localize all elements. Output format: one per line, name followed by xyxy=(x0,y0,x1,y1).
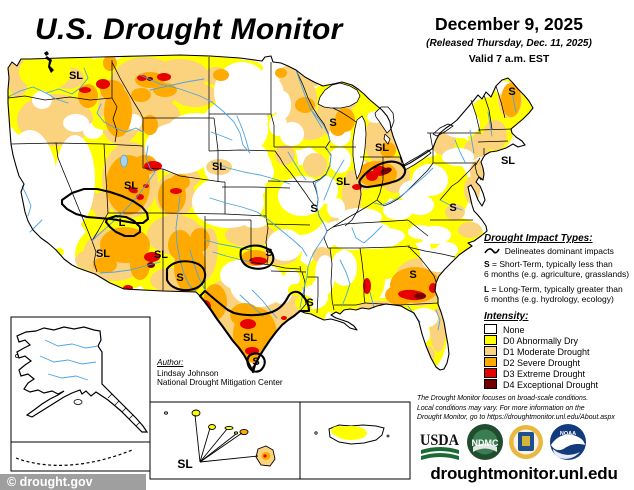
svg-text:SL: SL xyxy=(96,248,110,260)
svg-text:USDA: USDA xyxy=(420,432,459,449)
svg-text:S: S xyxy=(329,117,336,129)
svg-text:NOAA: NOAA xyxy=(560,431,576,437)
svg-text:S: S xyxy=(176,272,183,284)
svg-text:SL: SL xyxy=(69,70,83,82)
svg-text:L: L xyxy=(119,217,126,229)
svg-text:SL: SL xyxy=(375,142,389,154)
svg-text:SL: SL xyxy=(177,457,192,471)
svg-text:NDMC: NDMC xyxy=(472,438,499,448)
svg-text:S: S xyxy=(306,297,313,309)
svg-text:S: S xyxy=(409,269,416,281)
svg-text:SL: SL xyxy=(154,249,168,261)
svg-text:SL: SL xyxy=(243,332,257,344)
svg-text:S: S xyxy=(310,203,317,215)
svg-text:S: S xyxy=(449,202,456,214)
svg-text:S: S xyxy=(252,356,259,368)
svg-text:SL: SL xyxy=(124,180,138,192)
svg-text:SL: SL xyxy=(501,155,515,167)
svg-text:S: S xyxy=(265,247,272,259)
svg-text:S: S xyxy=(508,86,515,98)
svg-text:SL: SL xyxy=(336,176,350,188)
svg-text:SL: SL xyxy=(212,161,226,173)
